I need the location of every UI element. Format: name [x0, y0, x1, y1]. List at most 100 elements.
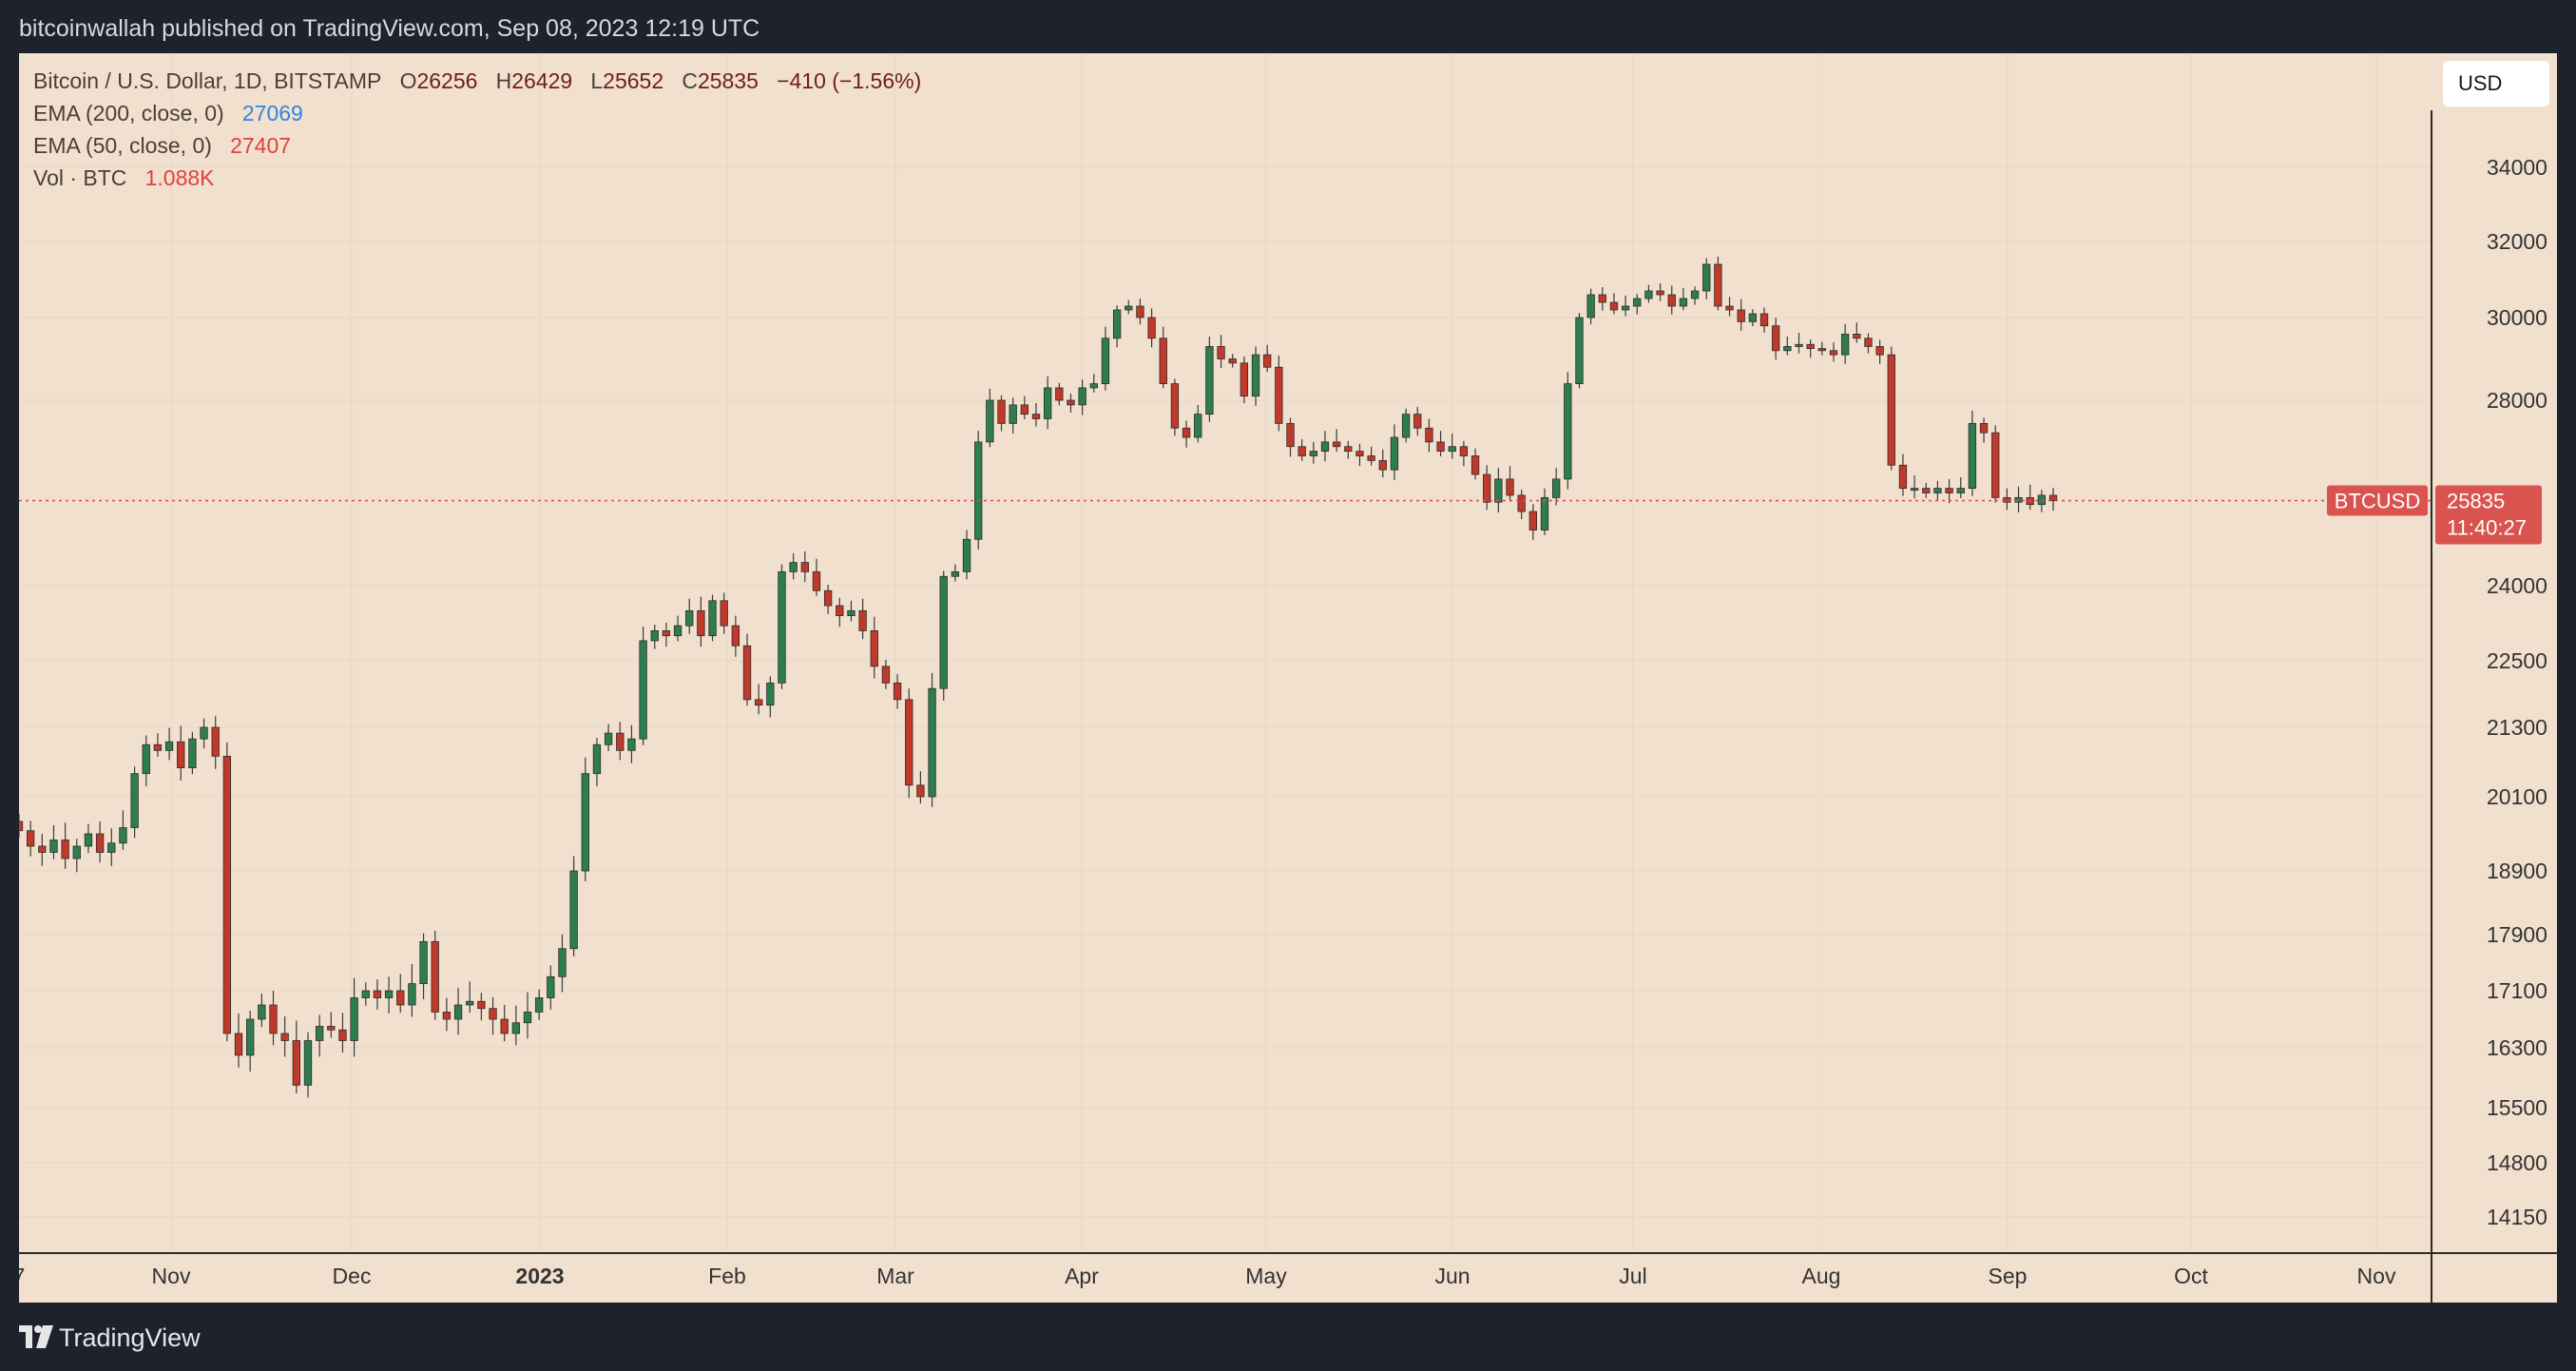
candle-body[interactable] — [1089, 383, 1098, 389]
candle-body[interactable] — [1817, 348, 1826, 352]
candle-body[interactable] — [569, 870, 578, 950]
candle-body[interactable] — [1540, 496, 1549, 531]
candle-body[interactable] — [1436, 441, 1445, 453]
candle-body[interactable] — [1251, 354, 1260, 397]
candle-body[interactable] — [1575, 317, 1584, 384]
candle-body[interactable] — [1887, 354, 1895, 466]
candle-body[interactable] — [685, 609, 694, 627]
candle-body[interactable] — [1125, 305, 1133, 311]
candle-body[interactable] — [1367, 455, 1375, 461]
candle-body[interactable] — [1275, 366, 1283, 424]
candle-body[interactable] — [303, 1040, 313, 1086]
candle-body[interactable] — [164, 741, 174, 751]
candle-body[interactable] — [1043, 387, 1052, 419]
candle-body[interactable] — [1205, 346, 1214, 415]
candle-body[interactable] — [1228, 358, 1237, 364]
candle-body[interactable] — [1979, 422, 1989, 434]
candle-body[interactable] — [1875, 346, 1884, 356]
candle-body[interactable] — [1795, 343, 1803, 347]
candle-body[interactable] — [234, 1033, 243, 1056]
candle-body[interactable] — [419, 940, 428, 985]
candle-body[interactable] — [1332, 441, 1341, 448]
candle-body[interactable] — [119, 827, 127, 844]
candle-body[interactable] — [1564, 383, 1572, 480]
candle-body[interactable] — [974, 441, 983, 540]
candle-body[interactable] — [1748, 313, 1758, 322]
candle-body[interactable] — [997, 399, 1006, 424]
candle-body[interactable] — [153, 743, 163, 751]
candle-body[interactable] — [1598, 294, 1606, 303]
candle-body[interactable] — [466, 1000, 474, 1006]
candle-body[interactable] — [1217, 346, 1225, 359]
candle-body[interactable] — [280, 1033, 289, 1041]
candle-body[interactable] — [177, 741, 185, 768]
chart-panel[interactable]: 34000 32000 30000 28000 24000 22500 21300 20100… — [19, 53, 2557, 1303]
candle-body[interactable] — [327, 1026, 336, 1031]
candle-body[interactable] — [431, 940, 439, 1013]
candle-body[interactable] — [558, 948, 567, 977]
candle-body[interactable] — [453, 1004, 463, 1020]
candle-body[interactable] — [951, 570, 960, 577]
candle-body[interactable] — [708, 600, 717, 637]
candle-body[interactable] — [1067, 399, 1075, 406]
candle-body[interactable] — [1413, 414, 1422, 429]
candle-body[interactable] — [1968, 422, 1977, 490]
candle-body[interactable] — [858, 609, 867, 631]
candle-body[interactable] — [1471, 455, 1480, 475]
candle-body[interactable] — [789, 562, 798, 572]
candle-body[interactable] — [373, 990, 382, 998]
candle-body[interactable] — [384, 990, 394, 998]
candle-body[interactable] — [1690, 290, 1700, 299]
candle-body[interactable] — [1725, 305, 1734, 311]
candle-body[interactable] — [1031, 414, 1041, 419]
candle-body[interactable] — [523, 1012, 532, 1024]
candle-body[interactable] — [1194, 414, 1202, 438]
candle-body[interactable] — [1309, 451, 1317, 456]
candle-body[interactable] — [720, 600, 728, 627]
candle-body[interactable] — [211, 726, 220, 757]
candle-body[interactable] — [1020, 404, 1029, 415]
candle-body[interactable] — [1853, 333, 1861, 339]
candle-body[interactable] — [130, 773, 139, 828]
candle-body[interactable] — [361, 990, 370, 998]
candle-body[interactable] — [893, 682, 902, 701]
candle-body[interactable] — [847, 609, 855, 616]
candle-body[interactable] — [1551, 478, 1561, 498]
candle-body[interactable] — [1864, 338, 1873, 347]
candle-body[interactable] — [107, 842, 116, 853]
candle-body[interactable] — [84, 833, 93, 847]
candle-body[interactable] — [61, 840, 69, 859]
candle-body[interactable] — [1401, 414, 1411, 438]
candle-body[interactable] — [1240, 362, 1249, 397]
candle-body[interactable] — [604, 732, 613, 745]
candle-body[interactable] — [823, 589, 833, 607]
candle-body[interactable] — [500, 1018, 509, 1034]
candle-body[interactable] — [1759, 313, 1769, 327]
candle-body[interactable] — [581, 773, 589, 872]
candle-body[interactable] — [1320, 441, 1330, 453]
candle-body[interactable] — [511, 1022, 521, 1034]
candle-body[interactable] — [1378, 459, 1387, 471]
candle-body[interactable] — [222, 756, 232, 1034]
candle-body[interactable] — [1425, 427, 1433, 443]
candle-body[interactable] — [1991, 432, 2000, 498]
candle-body[interactable] — [269, 1004, 278, 1034]
candle-body[interactable] — [188, 738, 197, 768]
candle-body[interactable] — [673, 625, 682, 637]
candle-body[interactable] — [1147, 317, 1156, 339]
candle-body[interactable] — [616, 732, 625, 751]
candle-body[interactable] — [1344, 446, 1353, 453]
candle-body[interactable] — [1009, 404, 1017, 424]
candle-body[interactable] — [1956, 488, 1965, 493]
candle-body[interactable] — [49, 840, 58, 853]
currency-button[interactable]: USD — [2443, 61, 2549, 106]
candle-body[interactable] — [1783, 346, 1792, 352]
candle-body[interactable] — [1170, 383, 1180, 429]
candle-body[interactable] — [1263, 354, 1272, 368]
candle-body[interactable] — [1459, 446, 1469, 456]
candle-body[interactable] — [1528, 511, 1538, 531]
candle-body[interactable] — [1159, 338, 1167, 384]
candle-body[interactable] — [338, 1029, 347, 1041]
candle-body[interactable] — [812, 570, 821, 591]
candle-body[interactable] — [662, 630, 671, 637]
